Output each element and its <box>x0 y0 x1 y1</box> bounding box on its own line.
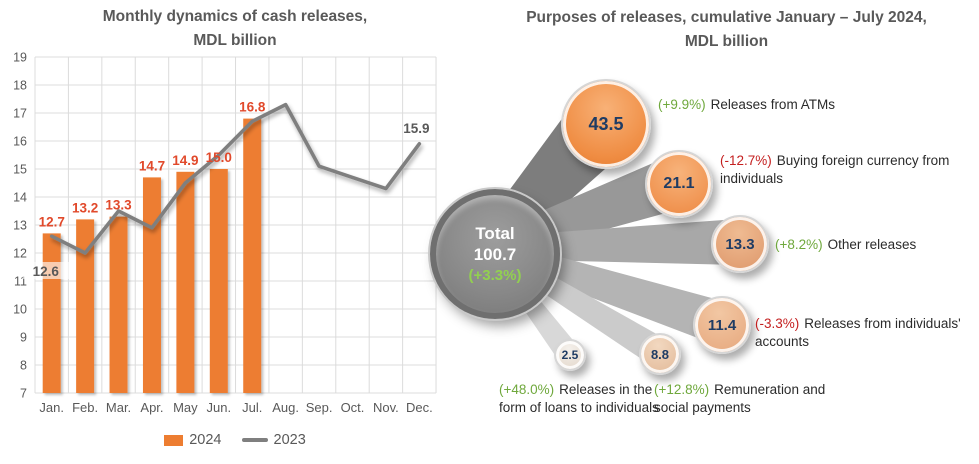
legend-item-2023: 2023 <box>241 432 306 448</box>
bubble-individuals-accounts: 11.4 <box>693 296 751 354</box>
purposes-chart-title-line2: MDL billion <box>684 33 769 50</box>
purpose-label-0: (+9.9%) Releases from ATMs <box>658 96 938 114</box>
line-2023 <box>49 102 422 255</box>
purpose-label-5: (+48.0%) Releases in the form of loans to… <box>499 381 667 417</box>
monthly-chart-legend: 2024 2023 <box>0 429 470 451</box>
svg-text:14.7: 14.7 <box>139 158 165 173</box>
purpose-text: Releases from ATMs <box>710 97 835 112</box>
svg-text:19: 19 <box>13 51 27 65</box>
purposes-chart-title: Purposes of releases, cumulative January… <box>474 6 979 54</box>
svg-text:14: 14 <box>13 191 27 205</box>
svg-text:8: 8 <box>20 359 27 373</box>
bubble-remuneration: 8.8 <box>639 333 681 375</box>
purpose-label-4: (+12.8%) Remuneration and social payments <box>654 381 832 417</box>
purpose-pct: (+8.2%) <box>775 237 823 252</box>
svg-text:15.0: 15.0 <box>206 150 232 165</box>
svg-text:13: 13 <box>13 219 27 233</box>
bar-Jun. <box>209 169 228 393</box>
bubble-releases-from-atms: 43.5 <box>561 79 651 169</box>
svg-text:12.7: 12.7 <box>39 214 65 229</box>
bubble-value: 11.4 <box>707 316 737 334</box>
svg-text:Dec.: Dec. <box>406 400 433 415</box>
purpose-label-1: (-12.7%) Buying foreign currency from ind… <box>720 152 972 188</box>
total-pct: (+3.3%) <box>468 266 522 284</box>
bubble-value: 2.5 <box>561 348 579 362</box>
bubble-value: 8.8 <box>650 346 670 362</box>
svg-text:May: May <box>173 400 198 415</box>
purpose-text: Releases in the form of loans to individ… <box>499 382 659 415</box>
total-label: Total <box>475 223 515 243</box>
bar-Apr. <box>142 177 161 393</box>
legend-2023-swatch <box>241 438 268 442</box>
svg-text:Mar.: Mar. <box>106 400 131 415</box>
svg-text:13.2: 13.2 <box>72 200 98 215</box>
monthly-chart-title-line2: MDL billion <box>193 32 277 49</box>
svg-text:10: 10 <box>13 303 27 317</box>
line-label-bg <box>22 262 70 279</box>
total-bubble: Total 100.7 (+3.3%) <box>430 189 560 319</box>
svg-text:9: 9 <box>20 331 27 345</box>
svg-text:12.6: 12.6 <box>33 264 60 279</box>
bubble-value: 13.3 <box>725 235 755 253</box>
purpose-label-2: (+8.2%) Other releases <box>775 236 965 254</box>
monthly-chart-title-line1: Monthly dynamics of cash releases, <box>102 8 368 25</box>
svg-text:12: 12 <box>13 247 27 261</box>
svg-text:17: 17 <box>13 107 27 121</box>
purpose-text: Buying foreign currency from individuals <box>720 153 950 186</box>
legend-2023-label: 2023 <box>273 432 306 448</box>
svg-text:Sep.: Sep. <box>306 400 333 415</box>
svg-text:Jan.: Jan. <box>39 400 64 415</box>
svg-text:Oct.: Oct. <box>341 400 365 415</box>
bubble-loans: 2.5 <box>554 339 586 371</box>
bubble-other-releases: 13.3 <box>711 215 769 273</box>
svg-text:Feb.: Feb. <box>72 400 98 415</box>
bubble-value: 43.5 <box>588 113 624 134</box>
bar-May <box>176 171 195 393</box>
svg-text:7: 7 <box>20 387 27 401</box>
monthly-chart-title: Monthly dynamics of cash releases, MDL b… <box>0 5 470 53</box>
svg-text:18: 18 <box>13 79 27 93</box>
svg-text:13.3: 13.3 <box>105 198 132 213</box>
svg-text:Aug.: Aug. <box>272 400 299 415</box>
purpose-pct: (+9.9%) <box>658 97 706 112</box>
line-labels: 12.6 15.9 <box>33 121 430 279</box>
svg-text:Apr.: Apr. <box>140 400 163 415</box>
bubble-value: 21.1 <box>663 175 695 192</box>
svg-text:15: 15 <box>13 163 27 177</box>
legend-2024-label: 2024 <box>189 432 222 448</box>
purpose-text: Releases from individuals' accounts <box>755 316 961 349</box>
svg-text:Jul.: Jul. <box>242 400 262 415</box>
bars-2024 <box>42 118 262 393</box>
bar-Feb. <box>76 219 95 393</box>
total-value: 100.7 <box>473 244 517 264</box>
svg-text:14.9: 14.9 <box>172 153 198 168</box>
purpose-label-3: (-3.3%) Releases from individuals' accoun… <box>755 315 973 351</box>
purpose-pct: (-12.7%) <box>720 153 772 168</box>
purposes-chart-title-line1: Purposes of releases, cumulative January… <box>526 9 927 26</box>
svg-text:Jun.: Jun. <box>207 400 232 415</box>
purpose-pct: (+12.8%) <box>654 382 710 397</box>
x-axis-labels: Jan. Feb. Mar. Apr. May Jun. Jul. Aug. Sep. Oct. N… <box>39 400 432 415</box>
bubble-buying-foreign-currency: 21.1 <box>645 150 713 218</box>
legend-2024-swatch <box>164 434 184 446</box>
svg-text:16: 16 <box>13 135 27 149</box>
svg-text:16.8: 16.8 <box>239 100 266 115</box>
purpose-pct: (+48.0%) <box>499 382 555 397</box>
bar-labels: 12.7 13.2 13.3 14.7 14.9 15.0 16.8 <box>39 100 266 230</box>
legend-item-2024: 2024 <box>164 432 222 448</box>
bar-Mar. <box>109 216 128 393</box>
purpose-text: Other releases <box>827 237 917 252</box>
purpose-pct: (-3.3%) <box>755 316 800 331</box>
svg-text:Nov.: Nov. <box>373 400 399 415</box>
svg-text:15.9: 15.9 <box>403 121 429 136</box>
purpose-text: Remuneration and social payments <box>654 382 826 415</box>
bar-Jul. <box>243 118 262 393</box>
